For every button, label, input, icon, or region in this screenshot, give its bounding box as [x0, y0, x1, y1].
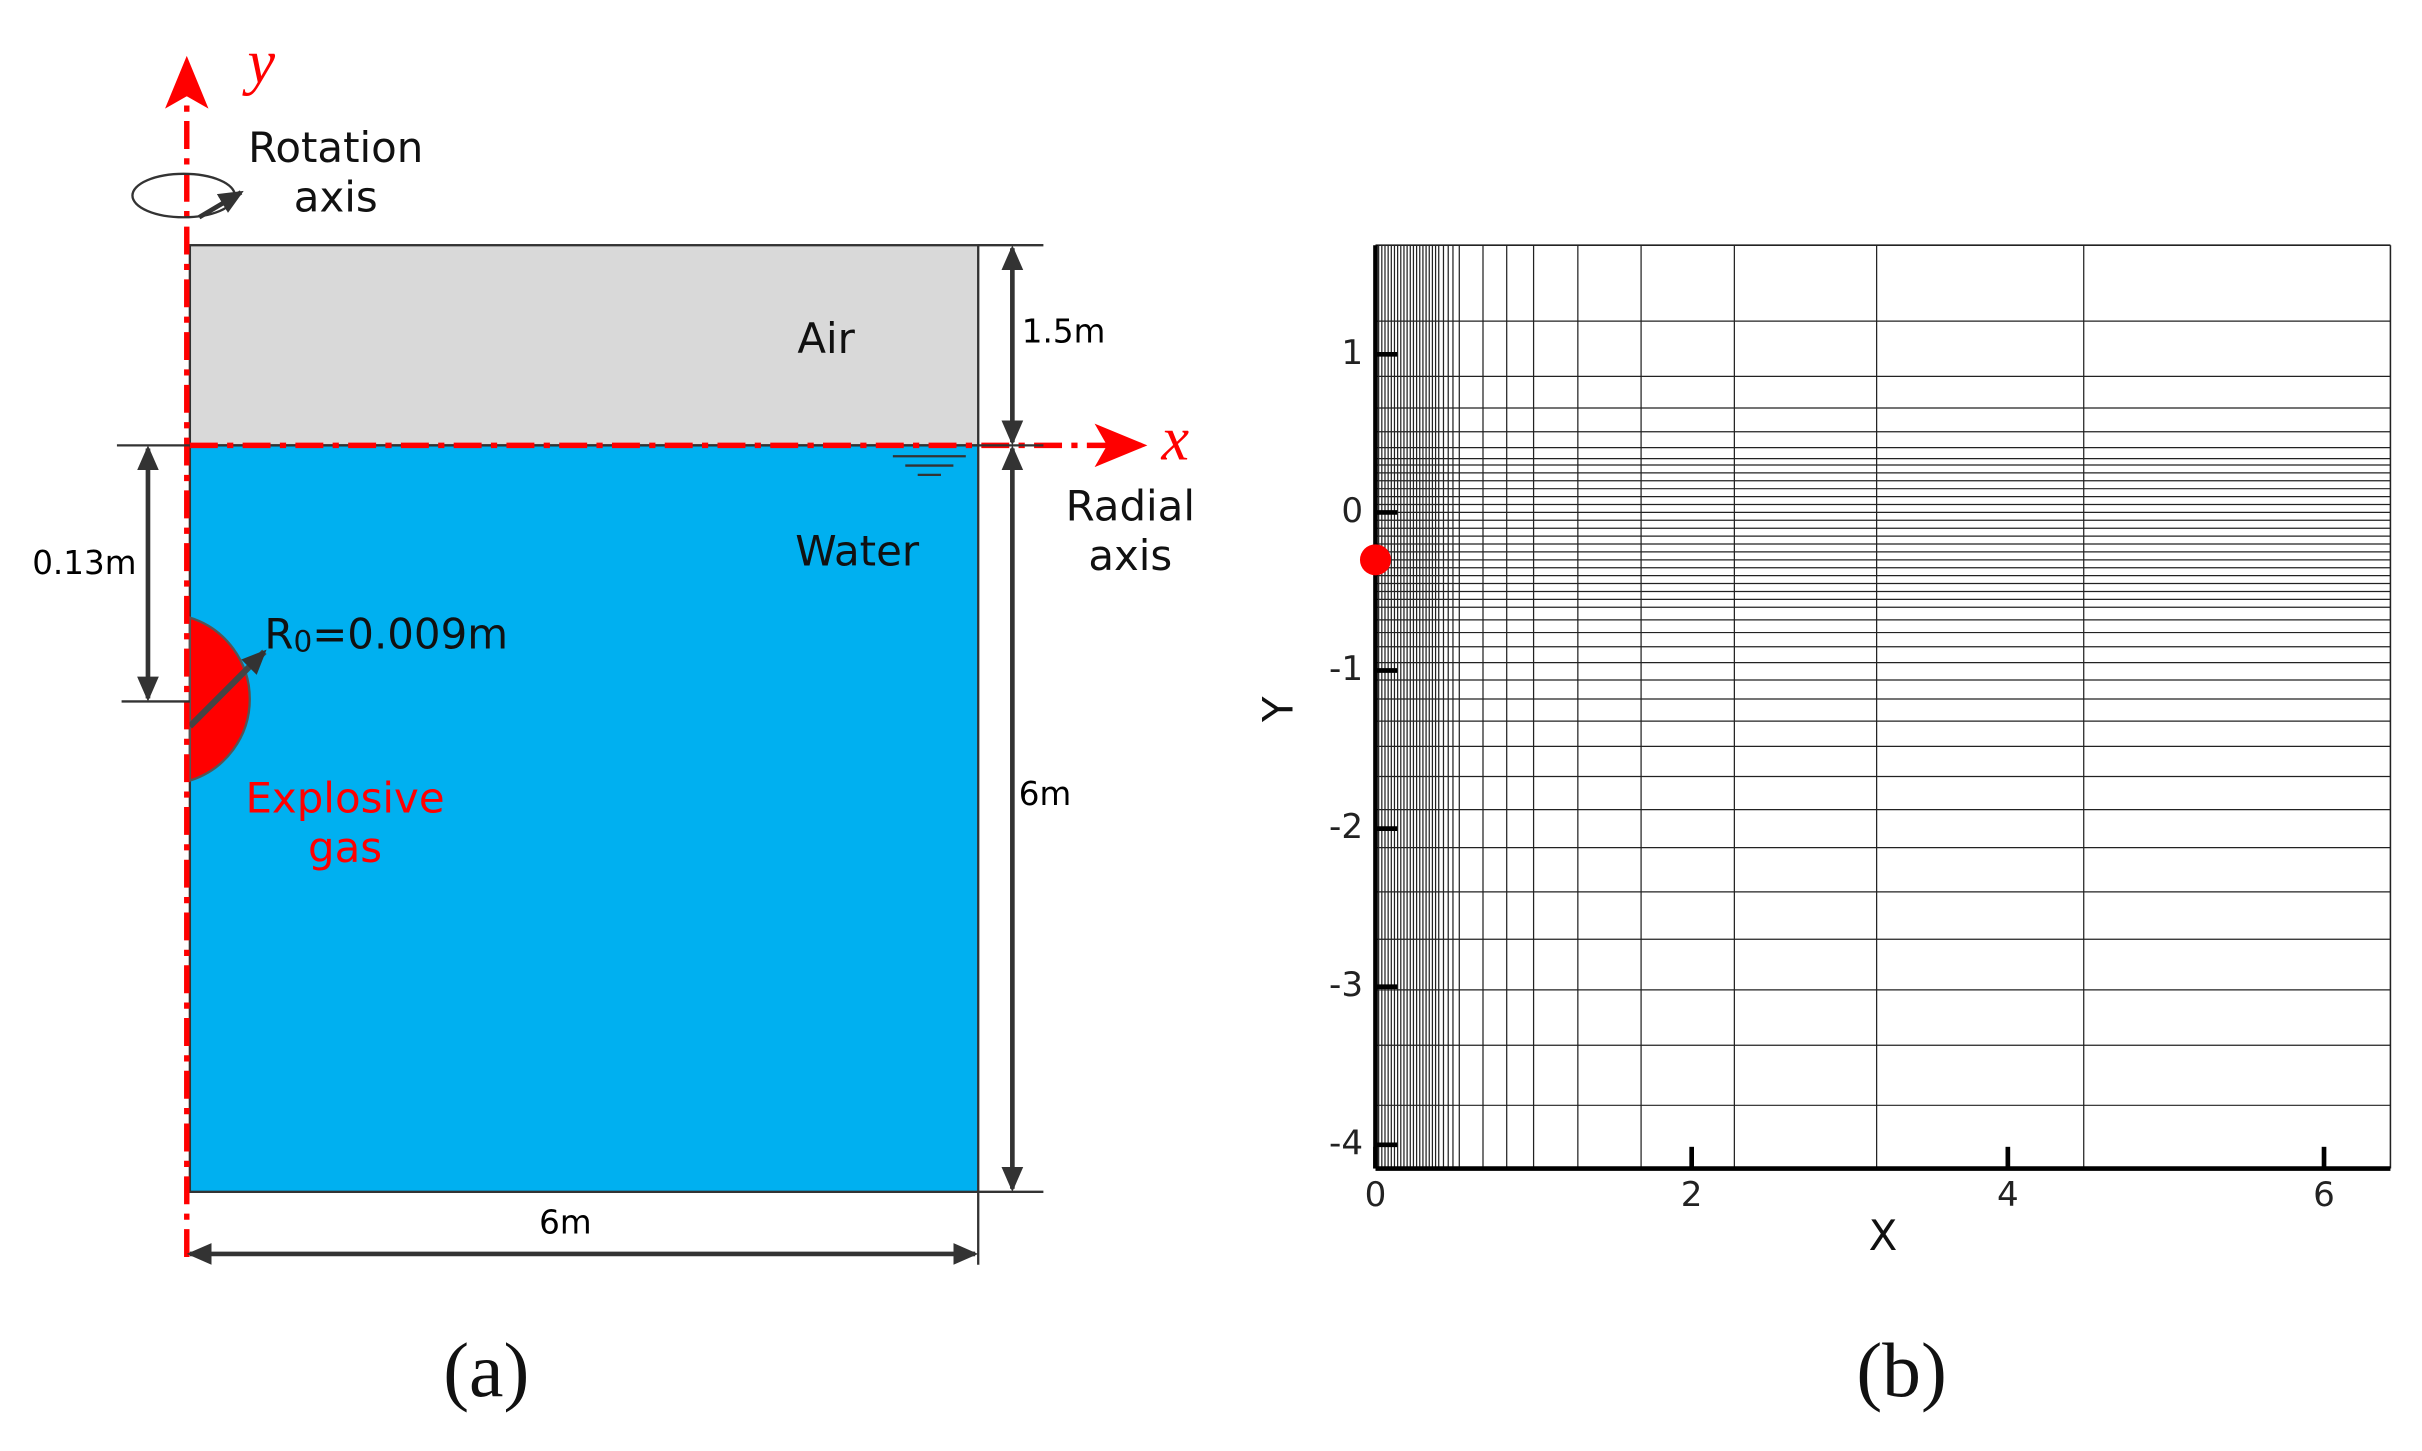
air-region: [188, 244, 980, 447]
air-label: Air: [797, 314, 855, 363]
rotation-symbol: [131, 172, 237, 219]
caption: (a): [443, 1327, 529, 1413]
radial-axis-label: axis: [1088, 531, 1172, 580]
x-tick-label: 0: [1365, 1175, 1387, 1215]
radius-symbol: R: [264, 609, 293, 658]
y-axis-label: y: [241, 29, 275, 97]
radius-arrow: [187, 649, 267, 729]
caption: (b): [1856, 1327, 1946, 1413]
y-tick-label: -3: [1329, 965, 1363, 1005]
rotation-label: Rotation: [248, 123, 423, 172]
y-tick-label: -1: [1329, 649, 1363, 689]
y-tick-label: -2: [1329, 807, 1363, 847]
radial-axis-label: Radial: [1066, 482, 1195, 531]
radius-label: R0=0.009m: [264, 609, 508, 658]
panel-b: X Y (b) 0 2 4 6 1 0 -1 -2 -3 -4: [1253, 244, 2392, 1413]
dimension-label: 1.5m: [1022, 313, 1106, 351]
rotation-label: axis: [294, 173, 378, 222]
water-region: [188, 444, 980, 1194]
dimension-label: 6m: [539, 1203, 591, 1241]
water-label: Water: [795, 527, 920, 576]
y-tick-label: -4: [1329, 1123, 1363, 1163]
x-tick-label: 2: [1681, 1175, 1703, 1215]
dimension-label: 0.13m: [32, 544, 136, 582]
x-tick-label: 6: [2313, 1175, 2335, 1215]
charge-marker: [1359, 544, 1392, 576]
x-tick-label: 4: [1997, 1175, 2019, 1215]
x-axis-label: x: [1161, 406, 1190, 474]
radius-value: =0.009m: [312, 609, 508, 658]
rotation-arrow: [197, 190, 244, 220]
dimension-lines: [116, 244, 1044, 1265]
y-tick-label: 0: [1341, 491, 1363, 531]
explosive-label: Explosive: [245, 773, 444, 822]
x-axis-title: X: [1869, 1211, 1898, 1260]
radius-subscript: 0: [293, 624, 312, 658]
y-tick-label: 1: [1341, 333, 1363, 373]
dimension-label: 6m: [1019, 775, 1071, 813]
water-level-symbol: [892, 455, 966, 477]
y-axis-title: Y: [1253, 696, 1302, 723]
explosive-label: gas: [308, 823, 382, 872]
panel-a: y x Rotation axis Air Water Radial axis …: [32, 29, 1195, 1413]
